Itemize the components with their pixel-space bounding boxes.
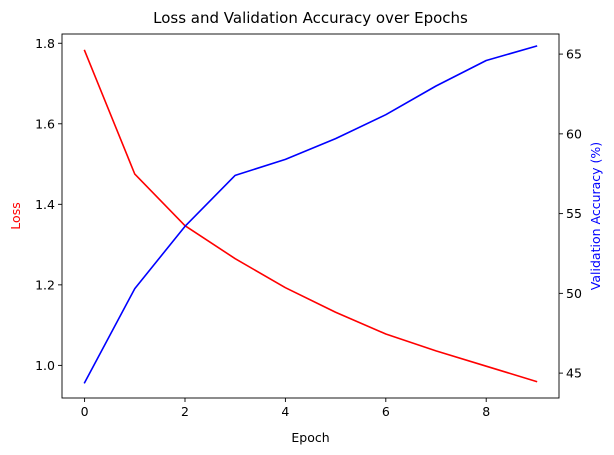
x-tick-label: 4 (281, 404, 289, 419)
plot-area (83, 45, 538, 384)
y-tick-label-right: 50 (566, 286, 582, 301)
x-tick-label: 8 (482, 404, 490, 419)
y-tick-label-right: 55 (566, 206, 582, 221)
series-line-loss (83, 49, 538, 383)
y-tick-label-left: 1.4 (35, 197, 55, 212)
x-tick-label: 6 (382, 404, 390, 419)
x-tick-label: 2 (181, 404, 189, 419)
axes: 0 2 4 6 8 1.0 1.2 1.4 1.6 1.8 45 50 55 60 65 (35, 33, 582, 419)
y-tick-label-right: 45 (566, 366, 582, 381)
x-tick-label: 0 (81, 404, 89, 419)
series-line-validation-accuracy (83, 45, 538, 384)
y-tick-label-left: 1.6 (35, 116, 55, 131)
y-tick-label-left: 1.2 (35, 277, 55, 292)
y-tick-label-right: 65 (566, 47, 582, 62)
x-axis-label: Epoch (291, 430, 329, 445)
plot-frame (61, 33, 560, 399)
y-axis-label-right: Validation Accuracy (%) (588, 142, 603, 290)
chart-title: Loss and Validation Accuracy over Epochs (153, 9, 468, 27)
y-tick-label-left: 1.0 (35, 358, 55, 373)
y-tick-label-right: 60 (566, 126, 582, 141)
y-tick-label-left: 1.8 (35, 36, 55, 51)
y-axis-label-left: Loss (8, 202, 23, 229)
